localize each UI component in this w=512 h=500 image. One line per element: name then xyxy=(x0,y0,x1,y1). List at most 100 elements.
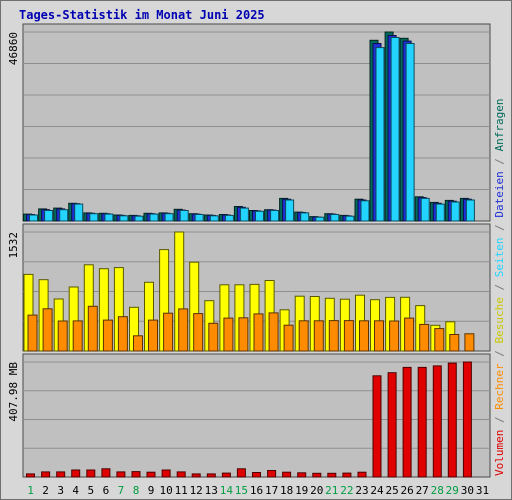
bar-rechner-day-12 xyxy=(193,313,204,352)
bar-rechner-day-5 xyxy=(87,305,98,352)
x-tick-label-3: 3 xyxy=(57,484,64,497)
bar-seiten-day-10 xyxy=(164,213,174,222)
bar-rechner-day-14 xyxy=(223,317,234,352)
bar-rechner-day-9 xyxy=(148,319,158,352)
bar-rechner-day-8 xyxy=(133,335,143,352)
x-tick-label-30: 30 xyxy=(461,484,474,497)
bar-volumen-day-29 xyxy=(447,362,457,478)
bar-seiten-day-27 xyxy=(420,197,430,222)
bar-volumen-day-5 xyxy=(86,469,96,478)
x-tick-label-23: 23 xyxy=(355,484,368,497)
bar-rechner-day-16 xyxy=(253,313,264,352)
legend-separator: / xyxy=(493,151,506,171)
bar-rechner-day-30 xyxy=(464,333,475,352)
bar-volumen-day-8 xyxy=(131,471,141,478)
bar-volumen-day-23 xyxy=(357,471,367,478)
x-tick-label-12: 12 xyxy=(190,484,203,497)
bar-volumen-day-4 xyxy=(71,469,81,478)
x-tick-label-31: 31 xyxy=(476,484,489,497)
bar-rechner-day-15 xyxy=(238,317,249,352)
x-tick-label-10: 10 xyxy=(159,484,172,497)
bar-volumen-day-7 xyxy=(116,471,126,478)
bar-volumen-day-30 xyxy=(462,361,472,478)
x-tick-label-26: 26 xyxy=(400,484,413,497)
bar-seiten-day-30 xyxy=(465,199,475,222)
x-tick-label-22: 22 xyxy=(340,484,353,497)
y-axis-label: 407.98 MB xyxy=(7,362,20,422)
panel-2: 1532 xyxy=(7,223,491,352)
x-tick-label-7: 7 xyxy=(118,484,125,497)
x-tick-label-1: 1 xyxy=(27,484,34,497)
x-tick-label-24: 24 xyxy=(370,484,384,497)
legend-separator: / xyxy=(493,277,506,297)
bar-rechner-day-21 xyxy=(328,320,339,352)
legend-separator: / xyxy=(493,218,506,238)
bar-seiten-day-12 xyxy=(194,214,204,222)
bar-volumen-day-9 xyxy=(146,471,156,478)
y-axis-label: 1532 xyxy=(7,232,20,259)
bar-rechner-day-24 xyxy=(374,320,384,352)
x-tick-label-4: 4 xyxy=(72,484,79,497)
x-tick-label-14: 14 xyxy=(220,484,234,497)
legend-item-seiten: Seiten xyxy=(493,238,506,278)
x-tick-label-18: 18 xyxy=(280,484,293,497)
bar-rechner-day-22 xyxy=(343,320,354,352)
bar-volumen-day-16 xyxy=(252,472,261,478)
legend-item-besuche: Besuche xyxy=(493,297,506,343)
legend-item-dateien: Dateien xyxy=(493,171,506,217)
bar-seiten-day-18 xyxy=(285,199,295,222)
bar-volumen-day-20 xyxy=(312,472,322,478)
y-axis-label: 46860 xyxy=(7,32,20,65)
bar-seiten-day-26 xyxy=(405,43,415,222)
bar-seiten-day-24 xyxy=(375,47,385,222)
chart-title: Tages-Statistik im Monat Juni 2025 xyxy=(19,8,265,22)
bar-volumen-day-28 xyxy=(432,365,442,478)
bar-seiten-day-16 xyxy=(255,210,264,222)
legend-separator: / xyxy=(493,410,506,430)
bar-volumen-day-24 xyxy=(372,375,382,478)
bar-volumen-day-25 xyxy=(387,372,397,478)
x-tick-label-16: 16 xyxy=(250,484,263,497)
x-tick-label-21: 21 xyxy=(325,484,338,497)
bar-rechner-day-23 xyxy=(359,320,369,352)
bar-volumen-day-1 xyxy=(26,473,35,478)
bar-rechner-day-29 xyxy=(449,334,460,352)
bar-rechner-day-3 xyxy=(57,320,68,352)
bar-seiten-day-6 xyxy=(104,213,114,222)
bar-seiten-day-5 xyxy=(89,213,99,222)
bar-seiten-day-13 xyxy=(209,215,219,222)
bar-volumen-day-26 xyxy=(402,366,412,478)
bar-seiten-day-4 xyxy=(74,203,84,222)
x-tick-label-29: 29 xyxy=(446,484,459,497)
bar-rechner-day-19 xyxy=(298,320,309,352)
bar-seiten-day-15 xyxy=(239,207,249,222)
x-tick-label-5: 5 xyxy=(87,484,94,497)
legend-item-volumen: Volumen xyxy=(493,430,506,476)
bar-seiten-day-21 xyxy=(330,214,340,222)
x-tick-label-17: 17 xyxy=(265,484,278,497)
bar-rechner-day-13 xyxy=(208,322,219,352)
bar-rechner-day-10 xyxy=(163,312,174,352)
panel-3: 407.98 MB xyxy=(7,353,491,478)
bar-volumen-day-18 xyxy=(282,471,292,478)
bar-seiten-day-3 xyxy=(59,209,69,222)
bar-seiten-day-7 xyxy=(119,215,129,222)
bar-rechner-day-4 xyxy=(72,320,83,352)
bar-rechner-day-25 xyxy=(389,320,400,352)
bar-volumen-day-6 xyxy=(101,468,111,478)
bar-rechner-day-7 xyxy=(117,316,128,352)
legend-separator: / xyxy=(493,344,506,364)
x-tick-label-11: 11 xyxy=(175,484,188,497)
x-tick-label-15: 15 xyxy=(235,484,248,497)
bar-seiten-day-14 xyxy=(224,214,234,222)
bar-seiten-day-19 xyxy=(300,212,310,222)
bar-seiten-day-23 xyxy=(360,200,370,222)
bar-volumen-day-22 xyxy=(342,472,352,478)
bar-seiten-day-1 xyxy=(29,214,38,222)
bar-volumen-day-2 xyxy=(41,471,51,478)
bar-seiten-day-8 xyxy=(134,215,144,222)
x-tick-label-8: 8 xyxy=(133,484,140,497)
x-tick-label-19: 19 xyxy=(295,484,308,497)
